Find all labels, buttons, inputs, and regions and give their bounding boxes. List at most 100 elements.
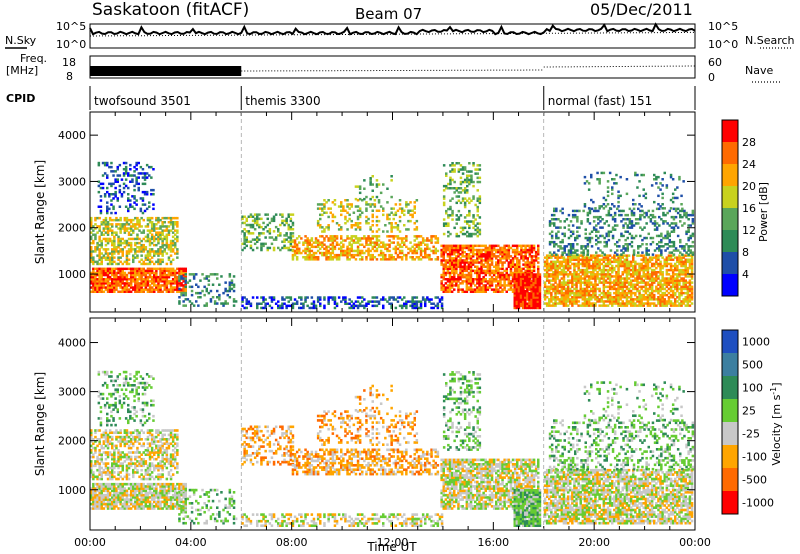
power-cell — [490, 278, 494, 281]
power-cell — [176, 250, 179, 253]
power-cell — [358, 191, 362, 195]
power-cell — [129, 225, 133, 228]
power-cell — [139, 207, 143, 211]
power-cell — [90, 235, 93, 239]
power-cell — [163, 278, 166, 281]
power-cell — [262, 298, 265, 301]
power-cell — [373, 256, 377, 259]
power-cell — [486, 282, 490, 285]
power-cell — [686, 296, 690, 299]
power-cell — [106, 267, 110, 271]
power-cell — [161, 260, 164, 264]
power-cell — [682, 277, 685, 280]
power-cell — [484, 259, 487, 262]
power-cell — [363, 197, 366, 201]
power-cell — [505, 271, 508, 275]
power-cell — [667, 296, 671, 299]
noise-right-label: N.Search — [745, 34, 795, 47]
power-cell — [596, 275, 599, 278]
power-cell — [178, 273, 181, 277]
power-cell — [530, 265, 534, 268]
power-cell — [137, 186, 140, 190]
power-cell — [365, 207, 368, 210]
power-cell — [148, 239, 152, 243]
power-cell — [98, 284, 101, 287]
power-cell — [468, 226, 471, 230]
power-cell — [400, 237, 404, 240]
power-cell — [142, 271, 145, 275]
power-cell — [316, 258, 320, 261]
power-cell — [124, 161, 128, 165]
power-cell — [302, 304, 305, 308]
power-cell — [644, 296, 648, 299]
power-cell — [123, 273, 127, 277]
power-cell — [587, 256, 591, 259]
power-cell — [314, 239, 318, 242]
power-cell — [133, 197, 136, 200]
power-cell — [558, 285, 561, 289]
power-cell — [478, 197, 482, 200]
power-cell — [253, 228, 257, 231]
power-cell — [636, 283, 639, 286]
power-cell — [625, 302, 629, 305]
power-cell — [146, 254, 150, 257]
power-cell — [390, 253, 393, 257]
power-cell — [465, 267, 469, 271]
power-cell — [447, 224, 450, 227]
power-cell — [617, 285, 620, 289]
power-cell — [143, 172, 147, 175]
power-cell — [627, 277, 631, 280]
power-cell — [642, 258, 645, 261]
power-cell — [608, 277, 612, 280]
power-cell — [627, 264, 631, 268]
power-cell — [575, 302, 578, 305]
power-cell — [566, 275, 570, 278]
power-cell — [106, 227, 110, 230]
power-cell — [671, 283, 675, 286]
power-cell — [125, 216, 129, 220]
power-cell — [146, 225, 150, 228]
power-cell — [451, 170, 454, 173]
power-cell — [463, 205, 467, 209]
power-cell — [342, 207, 345, 210]
power-cell — [640, 258, 643, 261]
power-cell — [573, 279, 576, 282]
power-cell — [571, 281, 574, 284]
power-cell — [110, 203, 113, 206]
power-cell — [169, 221, 173, 224]
power-cell — [526, 271, 529, 275]
power-cell — [354, 300, 358, 303]
power-cell — [625, 300, 629, 303]
power-cell — [608, 254, 612, 257]
power-cell — [467, 265, 471, 268]
power-cell — [674, 293, 677, 297]
power-cell — [519, 302, 523, 305]
power-cell — [101, 186, 105, 190]
power-cell — [102, 254, 106, 257]
power-cell — [306, 237, 309, 240]
power-cell — [98, 229, 101, 232]
power-cell — [356, 226, 360, 229]
power-cell — [585, 302, 589, 305]
power-cell — [604, 293, 608, 297]
power-cell — [346, 245, 349, 249]
power-cell — [287, 300, 290, 303]
power-cell — [569, 260, 572, 264]
power-cell — [442, 224, 446, 227]
power-cell — [133, 188, 136, 192]
power-cell — [686, 291, 690, 295]
power-cell — [511, 290, 515, 293]
power-cell — [394, 249, 398, 253]
power-cell — [127, 237, 131, 241]
power-cell — [606, 275, 610, 278]
power-cell — [119, 241, 122, 245]
power-cell — [369, 239, 372, 242]
power-cell — [159, 286, 162, 289]
power-cell — [604, 275, 608, 278]
power-cell — [455, 265, 458, 268]
power-cell — [121, 280, 124, 283]
power-cell — [289, 217, 293, 221]
power-cell — [448, 248, 452, 252]
power-cell — [90, 237, 93, 241]
power-cell — [577, 281, 580, 284]
